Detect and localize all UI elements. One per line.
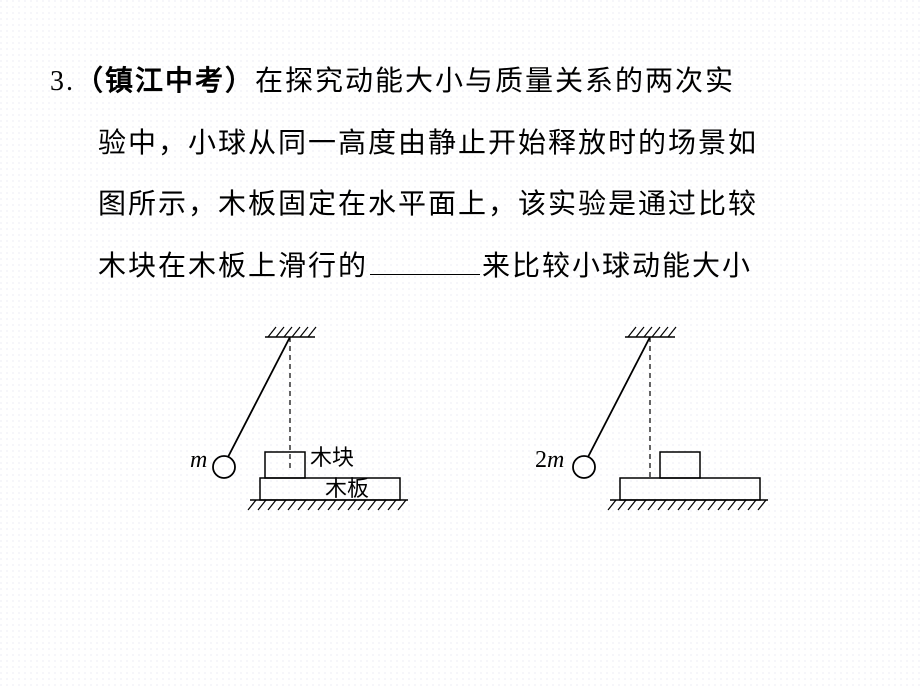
diagram-left: m 木块 木板 (180, 317, 420, 557)
line-4: 木块在木板上滑行的 来比较小球动能大小 (50, 236, 890, 298)
fill-blank[interactable] (370, 251, 480, 275)
line1-rest: 在探究动能大小与质量关系的两次实 (255, 66, 735, 97)
line4-after: 来比较小球动能大小 (482, 251, 752, 282)
line-1: 3.（镇江中考）在探究动能大小与质量关系的两次实 (50, 50, 890, 113)
line4-before: 木块在木板上滑行的 (98, 251, 368, 282)
mass-label-left: m (190, 447, 207, 473)
mass-label-right: 2m (535, 447, 564, 473)
problem-number: 3. (50, 66, 75, 97)
block-label: 木块 (310, 445, 354, 470)
line-2: 验中，小球从同一高度由静止开始释放时的场景如 (50, 113, 890, 175)
diagram-right-svg: 2m (520, 317, 780, 537)
diagrams-row: m 木块 木板 (50, 317, 890, 557)
problem-content: 3.（镇江中考）在探究动能大小与质量关系的两次实 验中，小球从同一高度由静止开始… (50, 50, 890, 557)
diagram-left-svg: m 木块 木板 (180, 317, 420, 537)
line-3: 图所示，木板固定在水平面上，该实验是通过比较 (50, 174, 890, 236)
diagram-right: 2m (520, 317, 760, 557)
problem-source: （镇江中考） (75, 65, 255, 96)
problem-text: 3.（镇江中考）在探究动能大小与质量关系的两次实 验中，小球从同一高度由静止开始… (50, 50, 890, 297)
board-label: 木板 (325, 476, 369, 501)
